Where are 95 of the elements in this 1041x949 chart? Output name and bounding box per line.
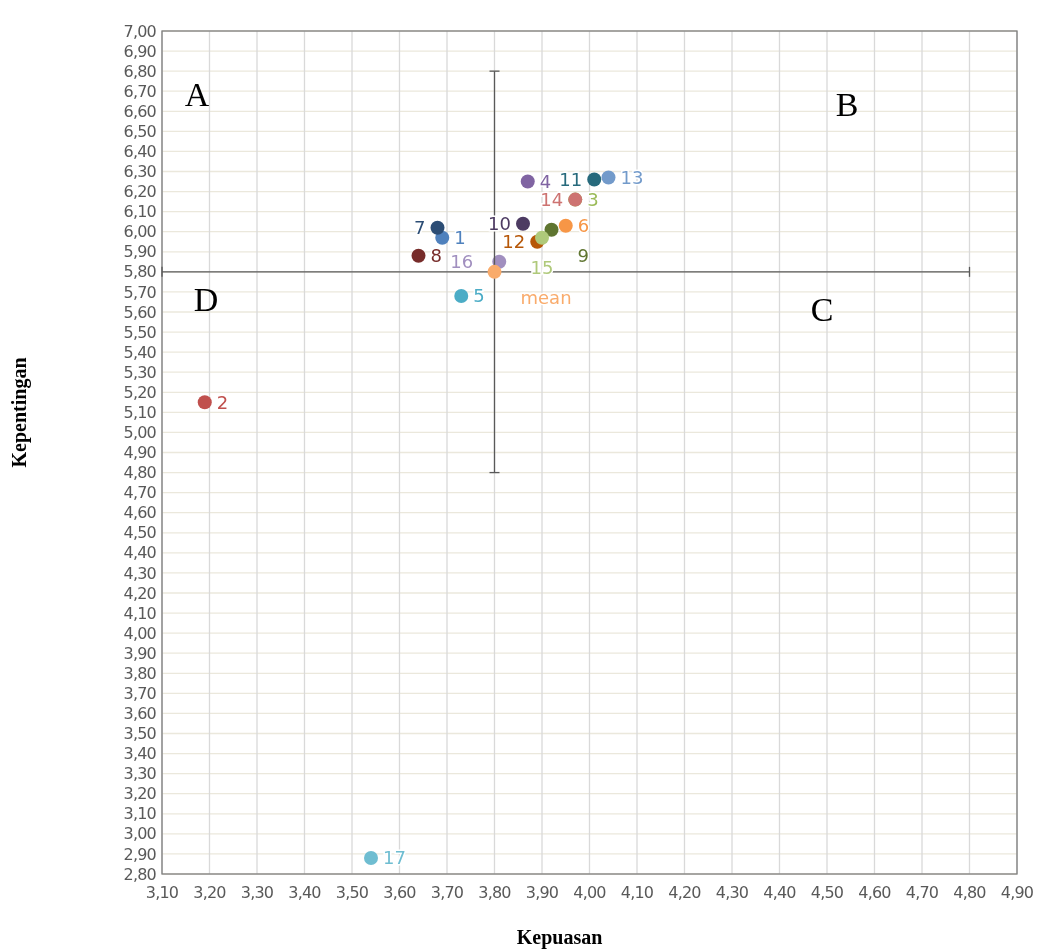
y-tick-label: 4,30 (123, 563, 157, 583)
series-label: 3 (587, 188, 599, 210)
point (411, 248, 426, 263)
x-tick-label: 3,90 (525, 883, 559, 902)
y-tick-label: 4,20 (123, 583, 157, 603)
y-tick-label: 6,50 (123, 121, 157, 141)
y-tick-label: 5,30 (123, 362, 157, 382)
annotation: B (835, 86, 859, 123)
point (544, 222, 559, 237)
y-tick-label: 3,40 (123, 744, 157, 764)
x-tick-label: 3,70 (430, 883, 464, 902)
y-tick-label: 5,70 (123, 282, 157, 302)
series-label: 8 (430, 245, 442, 267)
y-tick-label: 5,40 (123, 342, 157, 362)
y-tick-label: 6,30 (123, 162, 157, 182)
y-tick-label: 3,60 (123, 704, 157, 724)
series-label: 1 (454, 227, 466, 249)
x-tick-label: 4,20 (668, 883, 702, 902)
y-tick-label: 4,10 (123, 603, 157, 623)
x-tick-label: 4,00 (573, 883, 607, 902)
y-tick-label: 3,10 (123, 804, 157, 824)
y-tick-label: 4,40 (123, 543, 157, 563)
series-label: 9 (577, 245, 589, 267)
point (430, 220, 445, 235)
x-tick-label: 4,40 (763, 883, 797, 902)
series-label: 16 (450, 251, 474, 273)
y-tick-label: 5,90 (123, 242, 157, 262)
point (601, 170, 616, 185)
point (516, 216, 530, 231)
series-label: 13 (620, 166, 644, 188)
x-tick-label: 3,20 (193, 883, 227, 902)
y-tick-label: 3,70 (123, 683, 157, 703)
y-tick-label: 4,60 (123, 503, 157, 523)
y-tick-label: 6,90 (123, 41, 157, 61)
y-tick-label: 6,80 (123, 61, 157, 81)
y-tick-label: 3,50 (123, 724, 157, 744)
series-label: mean (520, 287, 572, 309)
series-label: 12 (502, 231, 526, 253)
y-tick-label: 4,00 (123, 623, 157, 643)
y-tick-label: 7,00 (123, 21, 157, 41)
point (587, 172, 602, 187)
x-tick-label: 3,80 (478, 883, 512, 902)
y-tick-label: 6,20 (123, 182, 157, 202)
point (197, 395, 212, 410)
y-tick-label: 4,90 (123, 443, 157, 463)
y-tick-label: 3,30 (123, 764, 157, 784)
point (364, 850, 378, 865)
x-tick-label: 4,90 (1000, 883, 1034, 902)
x-tick-label: 4,10 (620, 883, 654, 902)
x-tick-label: 4,60 (858, 883, 892, 902)
y-tick-label: 6,10 (123, 202, 157, 222)
series-label: 2 (216, 391, 229, 413)
point (520, 174, 535, 189)
point (558, 218, 573, 233)
x-tick-label: 3,10 (145, 883, 179, 902)
x-tick-label: 4,50 (810, 883, 844, 902)
y-tick-label: 3,80 (123, 663, 157, 683)
series-label: 6 (577, 214, 590, 236)
x-tick-label: 3,50 (335, 883, 369, 902)
x-tick-label: 3,40 (288, 883, 322, 902)
y-tick-label: 5,60 (123, 302, 157, 322)
point (535, 230, 549, 245)
y-tick-label: 2,90 (123, 844, 157, 864)
point (487, 264, 502, 279)
y-tick-label: 2,80 (123, 864, 157, 884)
y-tick-label: 3,00 (123, 824, 157, 844)
x-tick-label: 4,30 (715, 883, 749, 902)
y-tick-label: 5,10 (123, 402, 157, 422)
x-tick-label: 4,80 (953, 883, 987, 902)
point (454, 288, 469, 303)
y-tick-label: 3,20 (123, 784, 157, 804)
y-tick-label: 5,80 (123, 262, 157, 282)
series-label: 5 (473, 285, 485, 307)
y-tick-label: 5,20 (123, 382, 157, 402)
y-axis-title: Kepentingan (8, 357, 31, 468)
series-label: 11 (559, 168, 583, 190)
x-tick-label: 3,60 (383, 883, 417, 902)
annotation: D (193, 281, 219, 318)
y-tick-label: 5,00 (123, 423, 157, 443)
y-tick-label: 6,70 (123, 81, 157, 101)
y-tick-label: 3,90 (123, 643, 157, 663)
x-tick-label: 3,30 (240, 883, 274, 902)
y-tick-label: 5,50 (123, 322, 157, 342)
series-label: 17 (383, 847, 406, 869)
x-tick-label: 4,70 (905, 883, 939, 902)
series-label: 7 (414, 217, 426, 238)
y-tick-label: 6,00 (123, 222, 157, 242)
y-tick-label: 6,60 (123, 101, 157, 121)
y-tick-label: 4,70 (123, 483, 157, 503)
y-tick-label: 6,40 (123, 142, 157, 162)
x-axis-title: Kepuasan (516, 926, 603, 949)
y-tick-label: 4,80 (123, 463, 157, 483)
annotation: C (810, 291, 834, 328)
y-tick-label: 4,50 (123, 523, 157, 543)
annotation: A (184, 76, 210, 113)
